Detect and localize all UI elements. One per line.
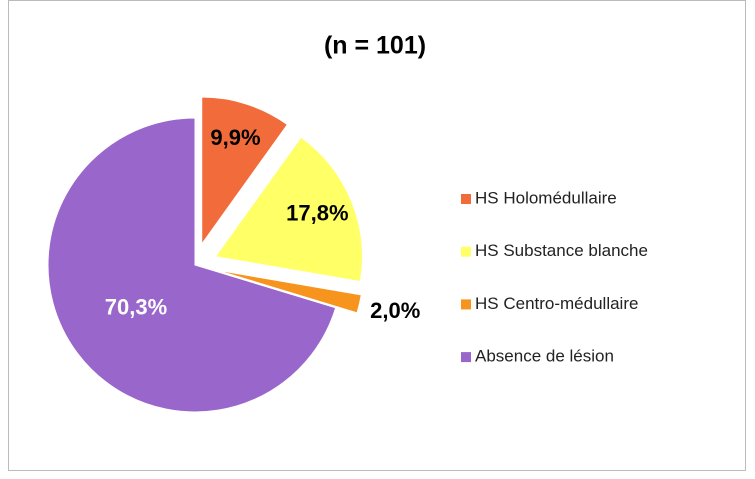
legend-swatch [461,299,471,310]
legend-label: HS Holomédullaire [475,188,617,207]
pie-slice [216,269,362,314]
legend-swatch [461,352,471,363]
data-label: 9,9% [210,125,260,150]
legend-label: Absence de lésion [475,347,614,366]
legend-swatch [461,246,471,257]
data-label: 70,3% [105,295,167,320]
data-label: 2,0% [370,298,420,323]
legend-label: HS Centro-médullaire [475,294,638,313]
pie-slice [214,136,363,283]
legend-swatch [461,194,471,204]
pie-slice [201,96,289,246]
pie-slice [47,117,337,413]
legend-label: HS Substance blanche [475,241,648,260]
chart-title: (n = 101) [324,32,426,60]
data-label: 17,8% [286,201,348,226]
